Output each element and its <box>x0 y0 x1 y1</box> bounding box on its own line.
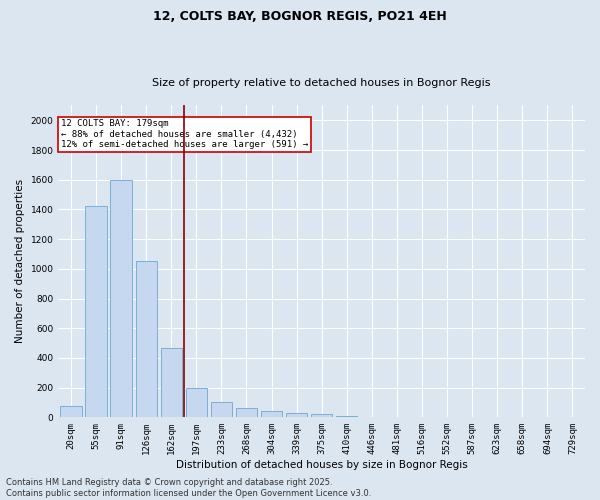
Text: 12, COLTS BAY, BOGNOR REGIS, PO21 4EH: 12, COLTS BAY, BOGNOR REGIS, PO21 4EH <box>153 10 447 23</box>
Bar <box>60 406 82 417</box>
Text: Contains HM Land Registry data © Crown copyright and database right 2025.
Contai: Contains HM Land Registry data © Crown c… <box>6 478 371 498</box>
Bar <box>236 408 257 418</box>
Bar <box>211 402 232 417</box>
Bar <box>110 180 132 418</box>
Bar <box>161 348 182 418</box>
Bar <box>311 414 332 418</box>
X-axis label: Distribution of detached houses by size in Bognor Regis: Distribution of detached houses by size … <box>176 460 467 470</box>
Bar <box>185 388 207 418</box>
Text: 12 COLTS BAY: 179sqm
← 88% of detached houses are smaller (4,432)
12% of semi-de: 12 COLTS BAY: 179sqm ← 88% of detached h… <box>61 120 308 150</box>
Bar <box>136 262 157 418</box>
Title: Size of property relative to detached houses in Bognor Regis: Size of property relative to detached ho… <box>152 78 491 88</box>
Bar <box>336 416 358 418</box>
Bar <box>85 206 107 418</box>
Y-axis label: Number of detached properties: Number of detached properties <box>15 180 25 344</box>
Bar <box>286 413 307 418</box>
Bar <box>261 410 282 418</box>
